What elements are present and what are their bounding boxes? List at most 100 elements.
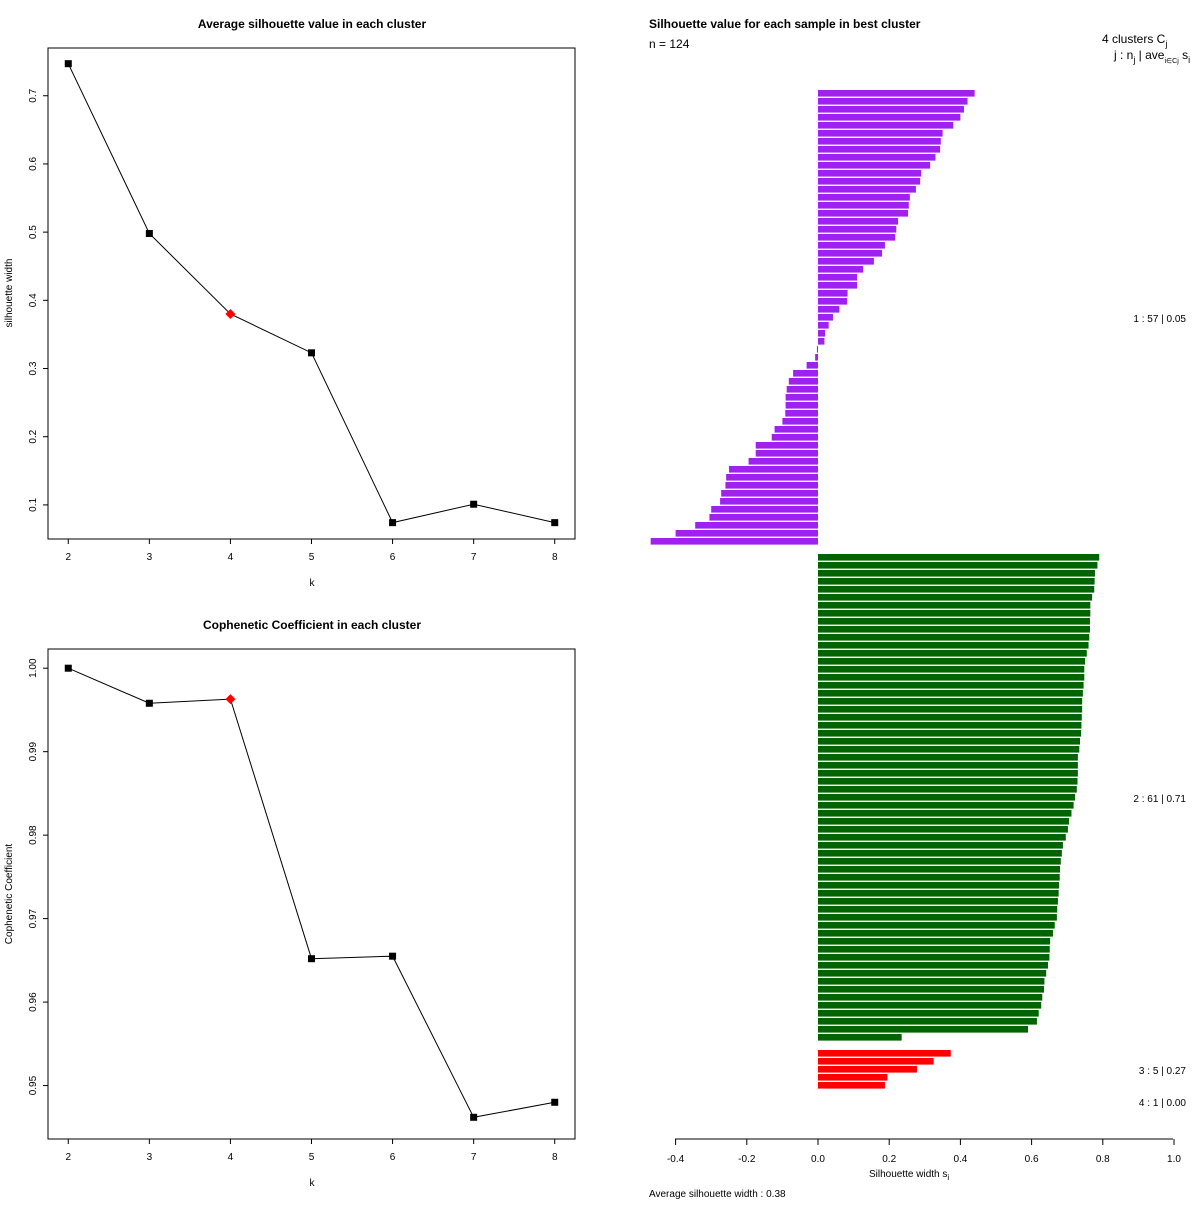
silhouette-bar: [806, 362, 818, 369]
silhouette-bars-panel: Silhouette value for each sample in best…: [649, 17, 1190, 1200]
silhouette-bar: [818, 898, 1058, 905]
silhouette-bar: [818, 1050, 951, 1057]
bars-header-si-sub: i: [1188, 55, 1190, 65]
highlight-point: [225, 308, 236, 319]
y-tick-label: 0.5: [28, 225, 39, 239]
silhouette-bar: [818, 994, 1043, 1001]
silhouette-bar: [818, 298, 848, 305]
silhouette-bar: [785, 410, 818, 417]
silhouette-bar: [818, 666, 1085, 673]
silhouette-bar: [818, 922, 1055, 929]
silhouette-bar: [818, 1066, 917, 1073]
silhouette-xlabel: k: [310, 578, 316, 589]
x-tick-label: 5: [309, 1152, 315, 1163]
x-tick-label: 2: [65, 1152, 71, 1163]
silhouette-bar: [675, 530, 818, 537]
silhouette-x-axis: 2 3 4 5 6 7 8: [65, 539, 558, 563]
silhouette-bar: [818, 954, 1050, 961]
silhouette-ylabel: silhouette width: [4, 259, 15, 328]
silhouette-bar: [818, 738, 1081, 745]
silhouette-y-axis: 0.1 0.2 0.3 0.4 0.5 0.6 0.7: [28, 88, 48, 512]
silhouette-bar: [818, 130, 943, 137]
silhouette-bars: [650, 90, 1100, 1089]
silhouette-bar: [818, 850, 1062, 857]
silhouette-bar: [818, 306, 840, 313]
cophenetic-y-axis: 0.95 0.96 0.97 0.98 0.99 1.00: [28, 658, 48, 1095]
silhouette-bar: [818, 178, 921, 185]
data-point: [145, 229, 153, 237]
bars-footer: Average silhouette width : 0.38: [649, 1189, 786, 1200]
x-tick-label: 8: [552, 552, 558, 563]
silhouette-bar: [818, 98, 968, 105]
silhouette-bar: [818, 90, 975, 97]
silhouette-bar: [818, 186, 916, 193]
y-tick-label: 0.98: [28, 825, 39, 845]
silhouette-bar: [818, 250, 883, 257]
silhouette-bar: [729, 466, 818, 473]
cophenetic-ylabel: Cophenetic Coefficient: [4, 844, 15, 945]
silhouette-bar: [818, 978, 1045, 985]
silhouette-bar: [818, 338, 825, 345]
x-tick-label: 7: [471, 1152, 477, 1163]
silhouette-bar: [818, 938, 1051, 945]
x-tick-label: 7: [471, 552, 477, 563]
y-tick-label: 0.7: [28, 88, 39, 102]
x-tick-label: 4: [228, 1152, 234, 1163]
data-point: [308, 349, 315, 357]
silhouette-bar: [818, 242, 885, 249]
silhouette-bar: [721, 490, 818, 497]
data-point: [308, 955, 315, 963]
silhouette-bar: [818, 562, 1098, 569]
silhouette-bar: [818, 1082, 885, 1089]
silhouette-bar: [748, 458, 818, 465]
silhouette-title: Average silhouette value in each cluster: [198, 17, 427, 31]
series-line: [67, 63, 555, 524]
bars-n-label: n = 124: [649, 37, 690, 51]
cophenetic-xlabel: k: [310, 1178, 316, 1189]
x-tick-label: 3: [147, 1152, 153, 1163]
silhouette-bar: [711, 506, 818, 513]
silhouette-bar: [818, 642, 1089, 649]
silhouette-bar: [818, 866, 1061, 873]
cluster-label: 2 : 61 | 0.71: [1133, 794, 1186, 805]
x-tick-label: 8: [552, 1152, 558, 1163]
silhouette-bar: [650, 538, 818, 545]
y-tick-label: 0.96: [28, 992, 39, 1012]
cophenetic-panel: Cophenetic Coefficient in each cluster 2…: [4, 618, 576, 1189]
x-tick-label: -0.2: [738, 1154, 756, 1165]
silhouette-bar: [818, 762, 1078, 769]
silhouette-bar: [818, 202, 909, 209]
silhouette-bar: [755, 450, 818, 457]
x-tick-label: 6: [390, 1152, 396, 1163]
silhouette-bar: [818, 882, 1060, 889]
x-tick-label: 6: [390, 552, 396, 563]
silhouette-bar: [818, 586, 1095, 593]
bars-header-clusters-text: 4 clusters C: [1102, 32, 1166, 46]
data-point: [551, 1098, 559, 1106]
bars-header-j-n-text: j : n: [1113, 48, 1133, 62]
silhouette-bar: [818, 1018, 1037, 1025]
silhouette-bar: [818, 970, 1047, 977]
bars-title: Silhouette value for each sample in best…: [649, 17, 921, 31]
silhouette-bar: [818, 714, 1082, 721]
silhouette-bar: [818, 682, 1084, 689]
x-tick-label: 3: [147, 552, 153, 563]
silhouette-bar: [818, 122, 954, 129]
silhouette-bar: [818, 890, 1059, 897]
silhouette-bar: [818, 314, 833, 321]
silhouette-bar: [818, 690, 1083, 697]
y-tick-label: 0.2: [28, 429, 39, 443]
silhouette-bar: [755, 442, 818, 449]
silhouette-bar: [816, 346, 818, 353]
data-point: [64, 664, 72, 672]
silhouette-bar: [818, 786, 1077, 793]
silhouette-bar: [818, 146, 941, 153]
bars-header-s-text: s: [1179, 48, 1188, 62]
silhouette-bar: [788, 378, 818, 385]
silhouette-bar: [818, 594, 1093, 601]
silhouette-bar: [695, 522, 818, 529]
silhouette-bar: [818, 946, 1050, 953]
silhouette-bar: [818, 194, 910, 201]
x-tick-label: 5: [309, 552, 315, 563]
